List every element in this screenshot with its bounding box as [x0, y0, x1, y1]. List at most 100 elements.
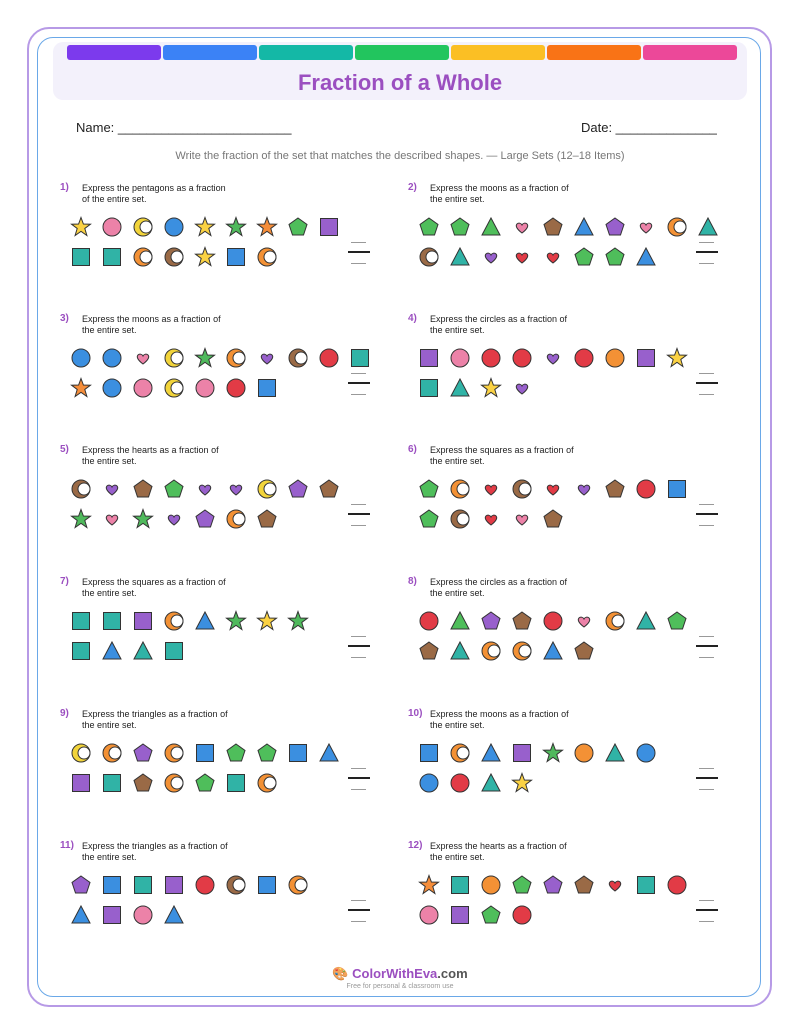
fraction-answer[interactable] [696, 632, 718, 662]
shape-set [408, 874, 698, 944]
circle-icon [70, 347, 92, 369]
triangle-icon [635, 610, 657, 632]
circle-icon [666, 874, 688, 896]
numerator-blank[interactable] [699, 768, 714, 769]
denominator-blank[interactable] [699, 789, 714, 790]
fraction-answer[interactable] [348, 369, 370, 399]
square-icon [666, 478, 688, 500]
pentagon-icon [573, 874, 595, 896]
numerator-blank[interactable] [699, 900, 714, 901]
pentagon-icon [418, 640, 440, 662]
fraction-answer[interactable] [696, 500, 718, 530]
circle-icon [604, 347, 626, 369]
fraction-answer[interactable] [696, 896, 718, 926]
numerator-blank[interactable] [699, 636, 714, 637]
numerator-blank[interactable] [351, 242, 366, 243]
numerator-blank[interactable] [351, 636, 366, 637]
denominator-blank[interactable] [351, 263, 366, 264]
pentagon-icon [256, 508, 278, 530]
fraction-bar [348, 909, 370, 911]
square-icon [132, 874, 154, 896]
pentagon-icon [604, 216, 626, 238]
square-icon [163, 874, 185, 896]
shape-set [60, 610, 350, 680]
square-icon [163, 640, 185, 662]
fraction-answer[interactable] [696, 764, 718, 794]
star-icon [511, 772, 533, 794]
name-field[interactable]: Name: ________________________ [76, 120, 292, 135]
pentagon-icon [542, 874, 564, 896]
circle-icon [132, 377, 154, 399]
denominator-blank[interactable] [699, 394, 714, 395]
denominator-blank[interactable] [351, 394, 366, 395]
denominator-blank[interactable] [699, 263, 714, 264]
square-icon [225, 772, 247, 794]
denominator-blank[interactable] [351, 789, 366, 790]
shape-set [408, 216, 718, 286]
date-field[interactable]: Date: ______________ [581, 120, 717, 135]
circle-icon [318, 347, 340, 369]
fraction-answer[interactable] [348, 238, 370, 268]
numerator-blank[interactable] [699, 242, 714, 243]
moon-icon [511, 478, 533, 500]
numerator-blank[interactable] [699, 504, 714, 505]
moon-icon [163, 377, 185, 399]
numerator-blank[interactable] [351, 373, 366, 374]
star-icon [542, 742, 564, 764]
fraction-answer[interactable] [696, 369, 718, 399]
triangle-icon [449, 610, 471, 632]
pentagon-icon [418, 216, 440, 238]
heart-icon [101, 508, 123, 530]
stripe-4 [355, 45, 449, 60]
heart-icon [511, 246, 533, 268]
square-icon [418, 742, 440, 764]
moon-icon [225, 508, 247, 530]
shape-set [60, 216, 350, 286]
fraction-bar [348, 382, 370, 384]
circle-icon [418, 772, 440, 794]
denominator-blank[interactable] [351, 657, 366, 658]
problem-number: 1) [60, 182, 69, 193]
stripe-1 [67, 45, 161, 60]
heart-icon [511, 377, 533, 399]
heart-icon [511, 216, 533, 238]
denominator-blank[interactable] [351, 525, 366, 526]
fraction-answer[interactable] [348, 764, 370, 794]
numerator-blank[interactable] [351, 900, 366, 901]
heart-icon [480, 508, 502, 530]
moon-icon [449, 478, 471, 500]
heart-icon [635, 216, 657, 238]
fraction-answer[interactable] [348, 896, 370, 926]
problem-prompt: Express the moons as a fraction of the e… [82, 314, 221, 335]
moon-icon [70, 478, 92, 500]
numerator-blank[interactable] [699, 373, 714, 374]
moon-icon [225, 874, 247, 896]
triangle-icon [542, 640, 564, 662]
pentagon-icon [225, 742, 247, 764]
numerator-blank[interactable] [351, 768, 366, 769]
square-icon [256, 377, 278, 399]
heart-icon [480, 246, 502, 268]
numerator-blank[interactable] [351, 504, 366, 505]
moon-icon [163, 610, 185, 632]
triangle-icon [573, 216, 595, 238]
denominator-blank[interactable] [699, 525, 714, 526]
fraction-answer[interactable] [348, 632, 370, 662]
moon-icon [449, 508, 471, 530]
denominator-blank[interactable] [699, 657, 714, 658]
heart-icon [163, 508, 185, 530]
moon-icon [132, 246, 154, 268]
pentagon-icon [666, 610, 688, 632]
shape-set [408, 610, 698, 680]
fraction-answer[interactable] [348, 500, 370, 530]
triangle-icon [101, 640, 123, 662]
denominator-blank[interactable] [699, 921, 714, 922]
pentagon-icon [480, 610, 502, 632]
star-icon [194, 246, 216, 268]
triangle-icon [449, 640, 471, 662]
stripe-5 [451, 45, 545, 60]
fraction-answer[interactable] [696, 238, 718, 268]
stripe-6 [547, 45, 641, 60]
denominator-blank[interactable] [351, 921, 366, 922]
problem-prompt: Express the hearts as a fraction of the … [430, 841, 567, 862]
